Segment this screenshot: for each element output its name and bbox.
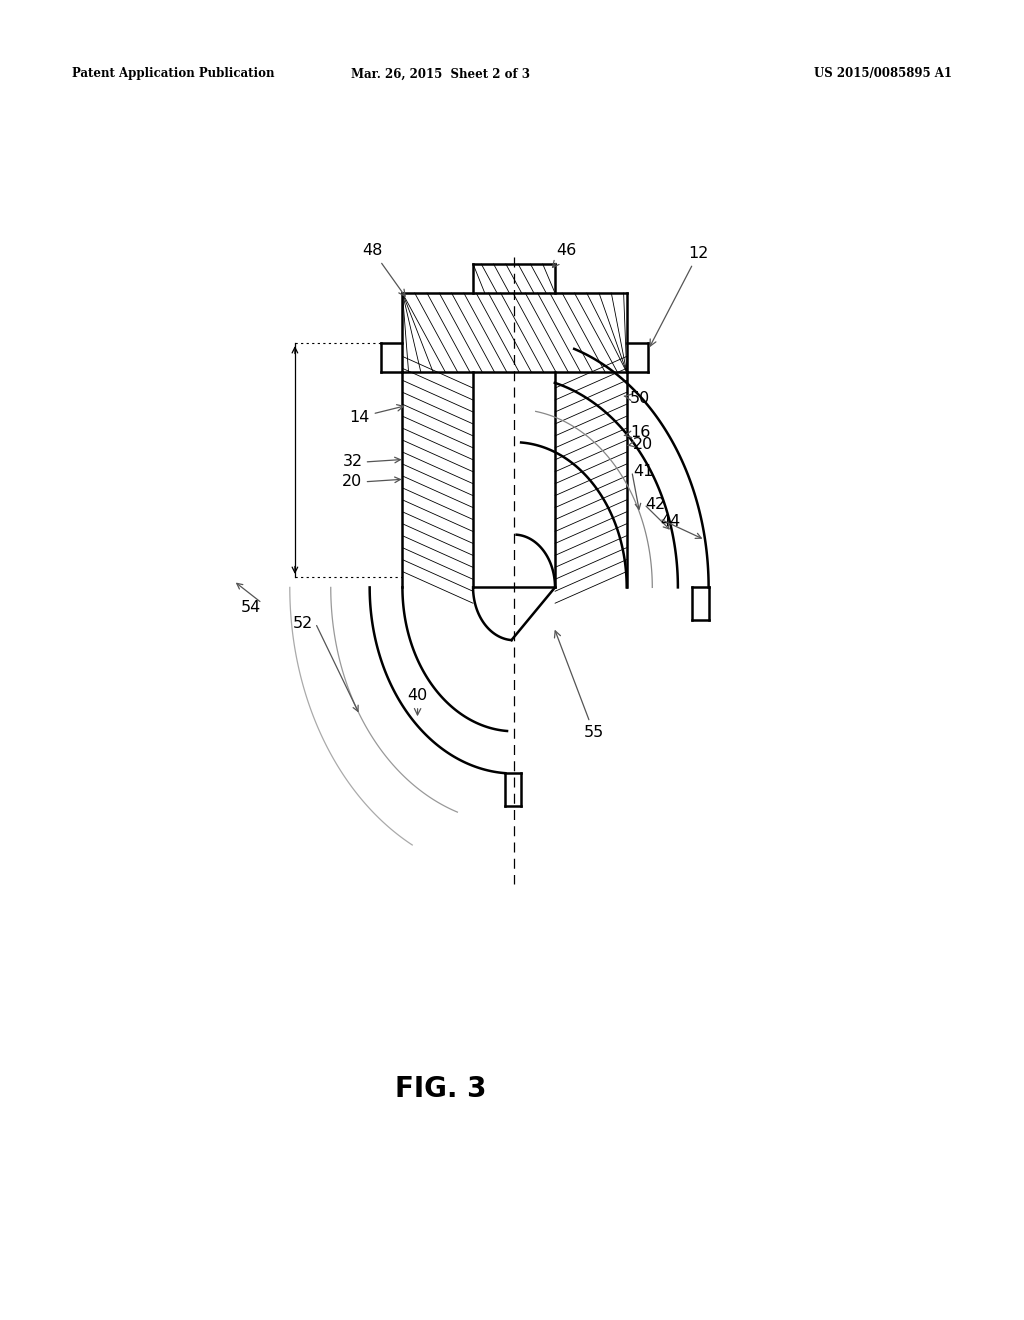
Text: 40: 40 — [408, 688, 428, 715]
Text: 20: 20 — [342, 474, 362, 490]
Text: 42: 42 — [645, 496, 666, 512]
Text: US 2015/0085895 A1: US 2015/0085895 A1 — [814, 67, 952, 81]
Text: 14: 14 — [349, 405, 403, 425]
Text: 46: 46 — [553, 243, 577, 268]
Text: 12: 12 — [650, 246, 709, 346]
Text: 32: 32 — [342, 454, 362, 470]
Text: 50: 50 — [625, 391, 650, 407]
Text: 20: 20 — [633, 437, 653, 453]
Text: FIG. 3: FIG. 3 — [394, 1074, 486, 1104]
Text: 55: 55 — [554, 631, 604, 741]
Text: 44: 44 — [660, 513, 681, 529]
Text: 16: 16 — [625, 425, 650, 441]
Text: 54: 54 — [241, 599, 261, 615]
Text: 41: 41 — [633, 463, 653, 479]
Text: 52: 52 — [293, 615, 313, 631]
Text: Patent Application Publication: Patent Application Publication — [72, 67, 274, 81]
Text: Mar. 26, 2015  Sheet 2 of 3: Mar. 26, 2015 Sheet 2 of 3 — [351, 67, 529, 81]
Text: 48: 48 — [362, 243, 406, 296]
